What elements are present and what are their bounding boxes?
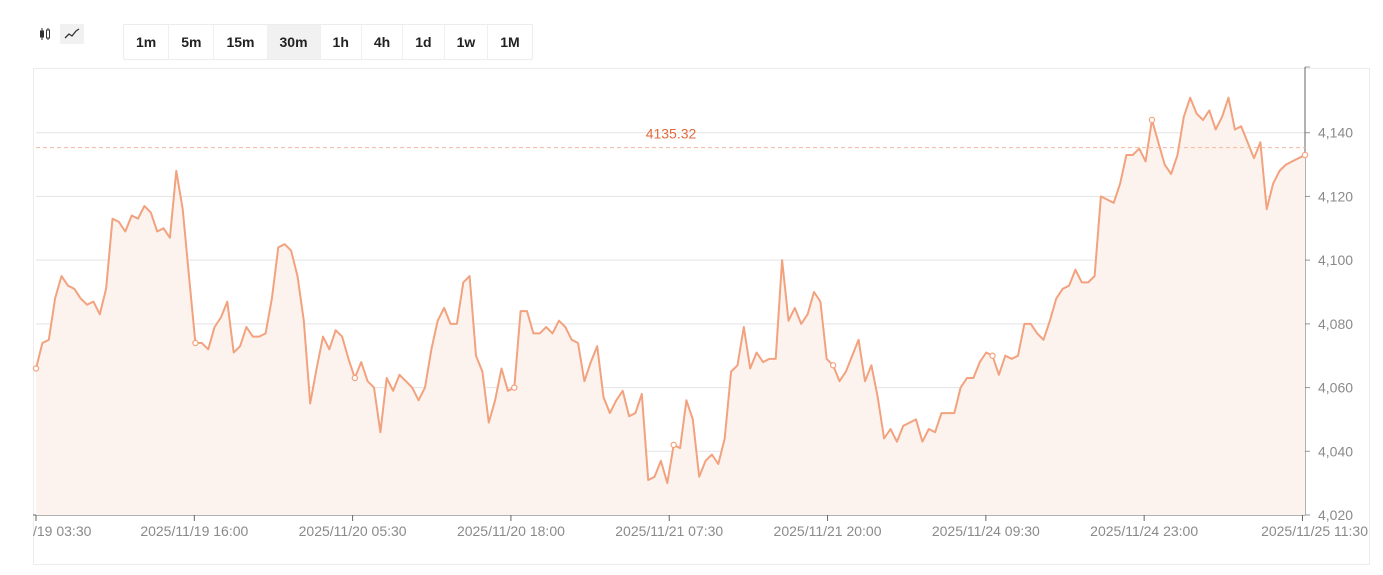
x-tick-label: 2025/11/21 07:30 [615,523,723,539]
y-tick-label: 4,120 [1318,188,1353,204]
data-point-marker [670,441,677,449]
interval-1w-button[interactable]: 1w [445,25,489,59]
x-tick-label: 2025/11/20 05:30 [299,523,407,539]
data-point-marker [511,384,518,391]
chart-frame [33,68,1370,565]
data-point-marker [829,362,837,369]
x-tick-label: 2025/11/24 09:30 [932,523,1040,539]
x-tick-label: 2025/11/20 18:00 [457,523,565,539]
line-chart-icon [64,28,80,39]
line-type-button[interactable] [60,24,84,44]
interval-4h-button[interactable]: 4h [362,25,404,59]
y-tick-label: 4,020 [1318,507,1353,523]
price-area [36,97,1305,515]
x-tick-label: 2025/11/25 11:30 [1261,523,1368,539]
interval-1M-button[interactable]: 1M [500,34,520,50]
x-tick-label: 2025/11/21 20:00 [774,523,882,539]
x-tick-label: 2025/11/24 23:00 [1090,523,1198,539]
price-line [35,96,1306,485]
y-tick-label: 4,080 [1318,316,1353,332]
y-tick-label: 4,040 [1318,443,1353,459]
interval-1d-button[interactable]: 1d [403,25,445,59]
candlestick-type-button[interactable] [33,24,57,44]
interval-15m-button[interactable]: 15m [214,25,268,59]
interval-selector: 1m 5m 15m 30m 1h 4h 1d 1w 1M [123,24,533,60]
data-point-marker [351,374,359,382]
data-point-marker [989,352,996,359]
interval-1m-button[interactable]: 1m [124,25,170,59]
x-tick-label: 2025/11/19 16:00 [140,523,248,539]
data-point-marker [192,339,199,347]
data-point-marker [1301,151,1309,159]
interval-5m-button[interactable]: 5m [169,25,215,59]
data-point-marker [32,365,40,372]
y-tick-label: 4,100 [1318,252,1353,268]
x-tick-label: /19 03:30 [33,523,92,539]
data-point-marker [1148,116,1156,124]
candlestick-icon [40,28,50,40]
y-tick-label: 4,060 [1318,380,1353,396]
reference-line-label: 4135.32 [646,126,697,142]
interval-1h-button[interactable]: 1h [321,25,362,59]
y-tick-label: 4,140 [1318,125,1353,141]
chart-type-toggle [33,24,84,44]
interval-30m-button[interactable]: 30m [267,25,321,59]
